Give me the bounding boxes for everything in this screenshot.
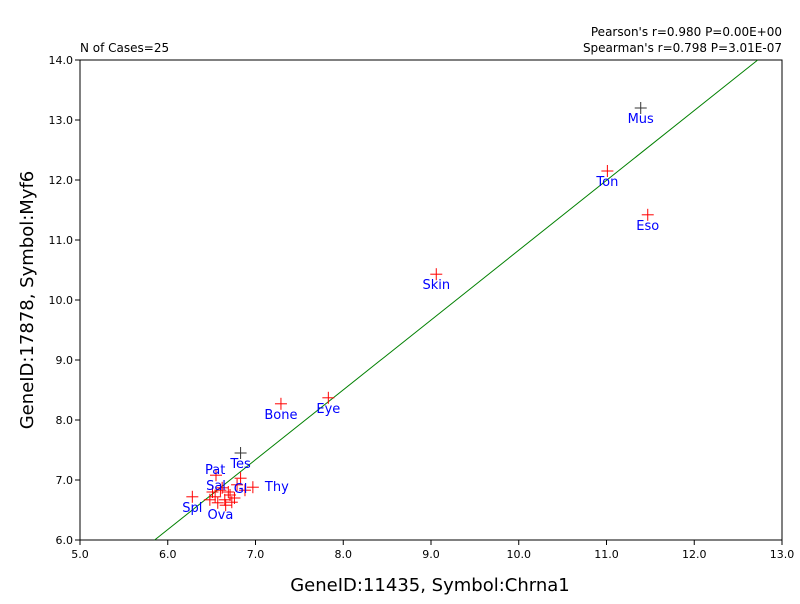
x-tick-label: 5.0	[71, 548, 89, 561]
data-point	[634, 102, 647, 114]
x-tick-label: 12.0	[682, 548, 707, 561]
data-point	[211, 496, 224, 509]
data-point	[203, 493, 216, 506]
point-label: Spl	[182, 501, 202, 516]
data-point	[246, 481, 259, 494]
data-point	[214, 484, 227, 497]
x-tick-label: 11.0	[594, 548, 619, 561]
point-label: Bone	[264, 408, 297, 423]
point-label: Pat	[205, 463, 225, 478]
data-point	[218, 493, 231, 506]
x-tick-label: 10.0	[507, 548, 532, 561]
data-point	[430, 268, 443, 281]
data-point	[322, 391, 335, 404]
x-tick-label: 6.0	[159, 548, 177, 561]
y-tick-label: 7.0	[56, 474, 74, 487]
y-tick-label: 13.0	[49, 114, 74, 127]
data-point	[225, 496, 238, 509]
point-label: Thy	[264, 480, 289, 495]
y-tick-label: 12.0	[49, 174, 74, 187]
point-label: Skin	[422, 278, 450, 293]
data-point	[219, 499, 232, 512]
y-tick-label: 11.0	[49, 234, 74, 247]
data-point	[641, 208, 654, 221]
x-tick-label: 7.0	[247, 548, 265, 561]
point-label: Eso	[636, 219, 659, 234]
data-point	[238, 484, 251, 497]
y-tick-label: 6.0	[56, 534, 74, 547]
x-axis-label: GeneID:11435, Symbol:Chrna1	[290, 575, 570, 596]
data-point	[234, 447, 247, 459]
data-point	[234, 472, 247, 485]
x-tick-label: 13.0	[770, 548, 795, 561]
regression-line	[154, 59, 759, 541]
point-label: Eye	[316, 402, 340, 417]
data-point	[601, 165, 614, 177]
point-label: Sal	[206, 479, 226, 494]
y-axis-label: GeneID:17878, Symbol:Myf6	[17, 171, 38, 430]
pearson-stat: Pearson's r=0.980 P=0.00E+00	[591, 25, 782, 39]
point-label: Tes	[229, 457, 251, 472]
data-point	[216, 481, 229, 494]
data-point	[231, 478, 244, 491]
y-tick-label: 8.0	[56, 414, 74, 427]
y-tick-label: 14.0	[49, 54, 74, 67]
point-label: Ova	[207, 508, 233, 523]
spearman-stat: Spearman's r=0.798 P=3.01E-07	[583, 41, 782, 55]
data-point	[274, 397, 287, 410]
data-point	[206, 486, 219, 498]
point-label: Gl	[234, 482, 248, 497]
data-point	[222, 486, 235, 498]
data-point	[209, 490, 222, 503]
y-tick-label: 9.0	[56, 354, 74, 367]
point-label: Ton	[595, 175, 618, 190]
x-tick-label: 9.0	[422, 548, 440, 561]
y-tick-label: 10.0	[49, 294, 74, 307]
x-tick-label: 8.0	[335, 548, 353, 561]
data-point	[210, 469, 223, 482]
plot-frame	[79, 59, 783, 541]
n-cases: N of Cases=25	[80, 41, 169, 55]
data-point	[186, 490, 199, 503]
point-label: Mus	[628, 112, 654, 127]
